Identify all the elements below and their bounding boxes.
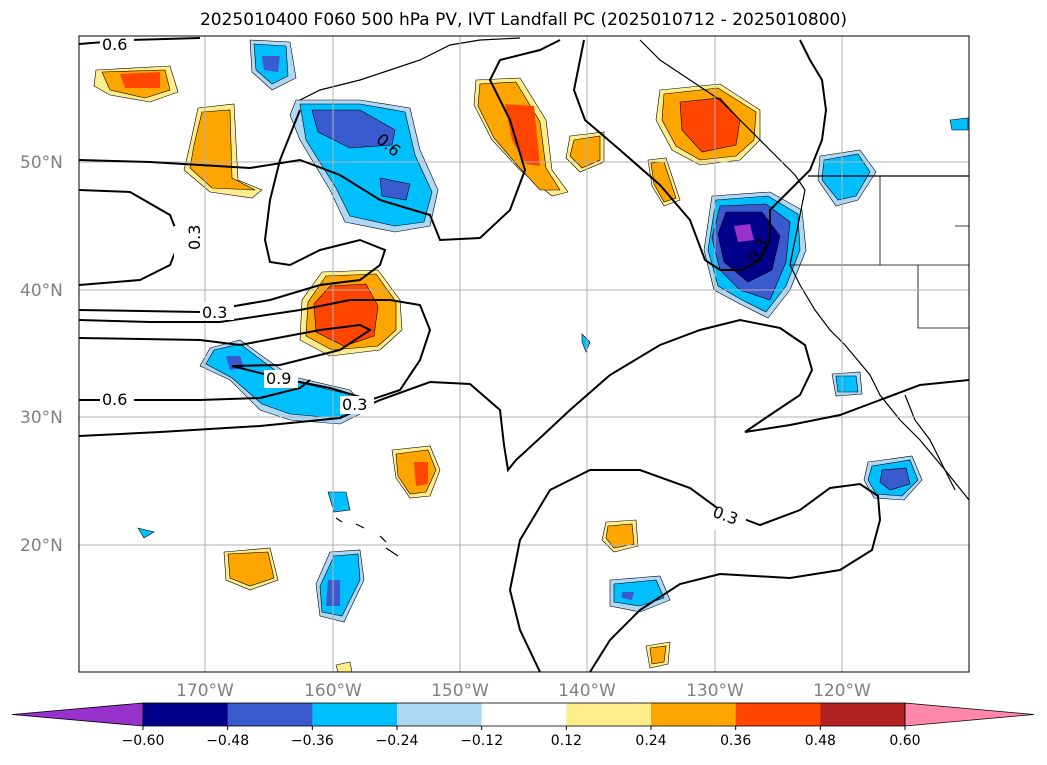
contour-label: 0.3 <box>342 395 367 414</box>
colorbar-tick-label: 0.60 <box>889 733 920 749</box>
pv-blob <box>679 97 741 153</box>
colorbar-tick-label: 0.48 <box>805 733 836 749</box>
colorbar-swatch <box>481 703 567 726</box>
colorbar-swatch <box>566 703 652 726</box>
colorbar-swatch <box>397 703 483 726</box>
colorbar-tick-label: −0.60 <box>122 733 165 749</box>
ivt-contour <box>572 39 828 271</box>
colorbar-extend-low <box>11 702 144 727</box>
colorbar-swatch <box>312 703 398 726</box>
pv-blob <box>227 551 275 587</box>
lon-tick-label: 150°W <box>431 681 489 701</box>
pv-blob <box>949 117 969 131</box>
lat-axis-labels: 50°N 40°N 30°N 20°N <box>20 153 63 556</box>
pv-blob <box>137 527 155 539</box>
pv-blob <box>569 135 601 169</box>
lon-tick-label: 140°W <box>558 681 616 701</box>
pv-blob <box>835 375 859 393</box>
ivt-contour <box>79 379 311 401</box>
lon-tick-label: 160°W <box>304 681 362 701</box>
colorbar-tick-label: −0.24 <box>376 733 419 749</box>
pv-blob <box>120 72 160 88</box>
ivt-contour <box>79 299 432 402</box>
colorbar-tick-label: 0.24 <box>635 733 666 749</box>
pv-blob <box>879 467 911 491</box>
colorbar: −0.60 −0.48 −0.36 −0.24 −0.12 0.12 0.24 0.36 0.4… <box>11 702 1035 749</box>
pv-blob <box>414 462 428 486</box>
border-states <box>790 176 969 329</box>
contour-label: 0.6 <box>102 35 127 54</box>
colorbar-swatch <box>651 703 737 726</box>
ivt-contour <box>79 318 969 473</box>
colorbar-tick-label: −0.36 <box>291 733 334 749</box>
lat-tick-label: 20°N <box>20 536 63 556</box>
pv-blob <box>379 177 411 201</box>
coastline-baja <box>904 394 956 491</box>
lat-tick-label: 50°N <box>20 153 63 173</box>
colorbar-swatch <box>735 703 821 726</box>
colorbar-tick-label: −0.48 <box>206 733 249 749</box>
colorbar-tick-label: 0.12 <box>551 733 582 749</box>
coastline-bc <box>639 39 806 191</box>
pv-blob <box>717 211 781 283</box>
pv-blob <box>734 224 754 242</box>
colorbar-tick-label: −0.12 <box>460 733 503 749</box>
pv-blob <box>821 153 871 201</box>
colorbar-frame <box>142 702 906 727</box>
colorbar-swatch <box>143 703 229 726</box>
lat-tick-label: 40°N <box>20 281 63 301</box>
coastline-layer <box>299 37 969 557</box>
colorbar-swatch <box>227 703 313 726</box>
contour-label: 0.6 <box>102 390 127 409</box>
pv-blob <box>335 661 353 672</box>
contour-labels: 0.6 0.6 0.3 0.3 0.9 0.3 0.6 0.3 0.3 <box>100 35 772 530</box>
pv-blob <box>262 56 280 72</box>
contour-label: 0.3 <box>185 225 204 250</box>
coastline-hawaii <box>335 517 399 557</box>
map-frame <box>78 35 970 673</box>
ivt-contour <box>508 469 882 672</box>
contour-label: 0.9 <box>266 369 291 388</box>
pv-blob <box>622 592 634 600</box>
colorbar-swatch <box>820 703 906 726</box>
coastline-alaska <box>299 37 521 101</box>
lon-tick-label: 170°W <box>176 681 234 701</box>
pv-blob <box>505 104 540 166</box>
coastline-westcoast <box>789 189 969 501</box>
pv-blob <box>649 645 667 665</box>
graticule <box>79 36 969 672</box>
colorbar-tick-label: 0.36 <box>720 733 751 749</box>
lon-axis-labels: 170°W 160°W 150°W 140°W 130°W 120°W <box>176 681 871 701</box>
lat-tick-label: 30°N <box>20 408 63 428</box>
ivt-contour <box>79 39 561 242</box>
contour-label: 0.3 <box>202 303 227 322</box>
lon-tick-label: 130°W <box>686 681 744 701</box>
colorbar-extend-high <box>904 702 1035 727</box>
map-title: 2025010400 F060 500 hPa PV, IVT Landfall… <box>199 10 847 30</box>
map-plot-area: 0.6 0.6 0.3 0.3 0.9 0.3 0.6 0.3 0.3 <box>79 35 969 672</box>
pv-fill-layer <box>93 39 969 672</box>
pv-blob <box>189 109 256 191</box>
lon-tick-label: 120°W <box>813 681 871 701</box>
ivt-contour <box>79 109 387 314</box>
pv-blob <box>605 523 635 549</box>
